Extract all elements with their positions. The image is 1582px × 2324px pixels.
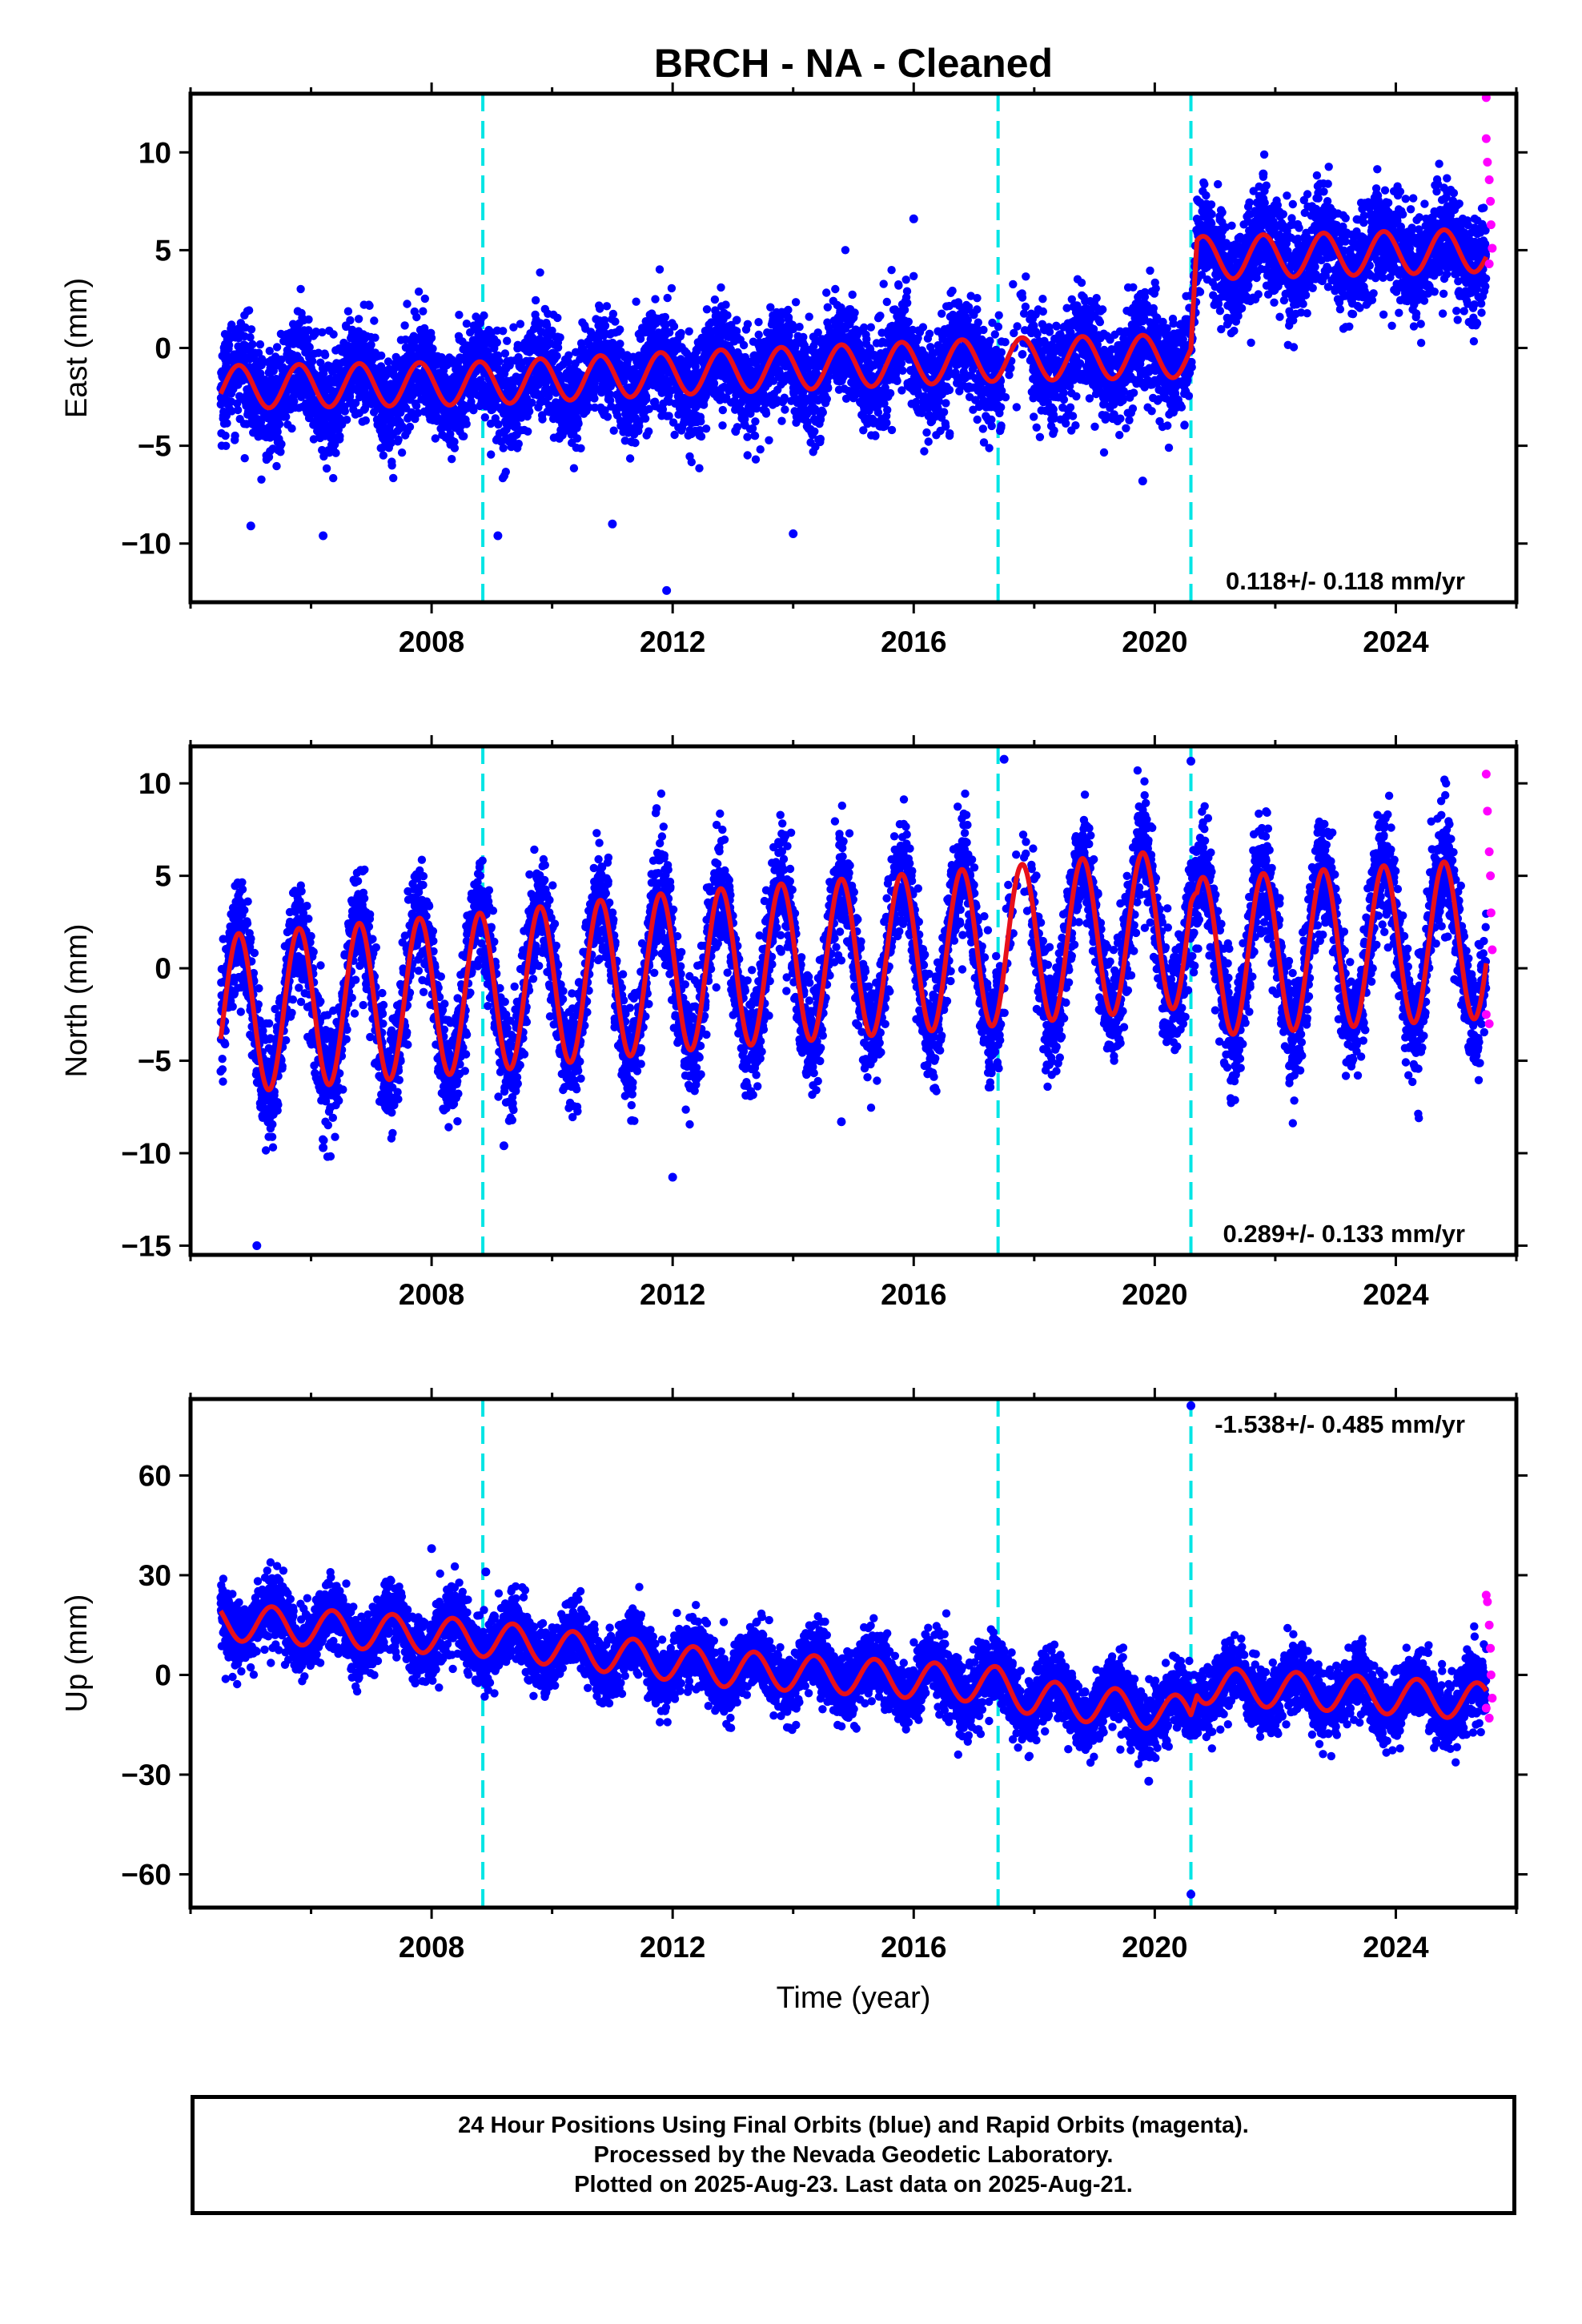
east-rapid-point-5: [1486, 196, 1496, 206]
east-rapid-point-3: [1483, 157, 1492, 167]
up-ytick-label: −60: [121, 1858, 171, 1891]
panel-east: −10 −5 0 5 10 2008 2012 2016 2020 2024 East (mm) 0.…: [60, 82, 1528, 658]
footer-box: 24 Hour Positions Using Final Orbits (bl…: [191, 2095, 1516, 2215]
east-rapid-point-8: [1484, 259, 1494, 268]
up-rapid-point-4: [1486, 1643, 1496, 1653]
north-plot-frame: [188, 744, 1519, 1257]
east-rapid-point-1: [1481, 94, 1491, 103]
north-xtick-label-2016: 2016: [881, 1278, 946, 1311]
north-xtick-label-2020: 2020: [1122, 1278, 1187, 1311]
east-rapid-point-2: [1481, 134, 1491, 143]
north-rapid-point-8: [1484, 1019, 1494, 1028]
up-rapid-point-3: [1484, 1620, 1494, 1630]
north-y-axis-label: North (mm): [60, 923, 94, 1077]
panel-north: −15 −10 −5 0 5 10 2008 2012 2016 2020 2024 North (m…: [60, 735, 1528, 1311]
east-ytick-label: −5: [138, 430, 171, 463]
east-model-fit-line: [218, 227, 1489, 411]
north-rapid-orbits-points: [1481, 770, 1497, 1028]
footer-line-plotted: Plotted on 2025-Aug-23. Last data on 202…: [574, 2170, 1133, 2200]
north-data-layer: [216, 746, 1497, 1255]
up-rapid-point-5: [1486, 1670, 1496, 1679]
east-rapid-orbits-points: [1481, 94, 1497, 268]
up-rapid-point-7: [1481, 1703, 1491, 1713]
east-xtick-label-2016: 2016: [881, 625, 946, 658]
up-xtick-label-2012: 2012: [640, 1931, 705, 1964]
east-y-axis-label: East (mm): [60, 278, 94, 418]
east-rapid-point-7: [1488, 243, 1497, 253]
up-x-axis-label: Time (year): [777, 1981, 931, 2015]
north-rate-label: 0.289+/- 0.133 mm/yr: [1223, 1220, 1465, 1248]
up-xtick-label-2020: 2020: [1122, 1931, 1187, 1964]
chart-title: BRCH - NA - Cleaned: [654, 41, 1053, 86]
up-y-axis-label: Up (mm): [60, 1594, 94, 1713]
north-ytick-label: 10: [139, 767, 171, 800]
up-xtick-label-2008: 2008: [399, 1931, 464, 1964]
east-rapid-point-6: [1486, 220, 1496, 230]
panel-up: −60 −30 0 30 60 2008 2012 2016 2020 2024 Up (mm) -1…: [60, 1388, 1528, 2015]
north-ytick-label: −5: [138, 1045, 171, 1078]
up-rapid-point-8: [1484, 1713, 1494, 1723]
north-rapid-point-6: [1488, 945, 1497, 955]
north-model-fit-line: [218, 850, 1489, 1092]
north-xtick-label-2008: 2008: [399, 1278, 464, 1311]
north-rapid-point-3: [1484, 847, 1494, 857]
east-ytick-label: 0: [155, 332, 171, 365]
north-ytick-label: 5: [155, 860, 171, 893]
up-xtick-label-2016: 2016: [881, 1931, 946, 1964]
up-ytick-label: 30: [139, 1559, 171, 1592]
north-rapid-point-5: [1486, 908, 1496, 918]
east-xtick-label-2020: 2020: [1122, 625, 1187, 658]
east-ytick-label: −10: [121, 528, 171, 561]
east-xtick-label-2024: 2024: [1363, 625, 1429, 658]
north-rapid-point-1: [1481, 770, 1491, 779]
east-xtick-label-2012: 2012: [640, 625, 705, 658]
east-ytick-label: 10: [139, 136, 171, 169]
north-rapid-point-7: [1481, 1010, 1491, 1019]
east-ytick-label: 5: [155, 234, 171, 267]
east-data-layer: [216, 94, 1497, 602]
up-ytick-label: −30: [121, 1759, 171, 1791]
up-data-layer: [216, 1399, 1497, 1908]
up-rapid-point-1: [1481, 1590, 1491, 1600]
north-ytick-label: −15: [121, 1229, 171, 1262]
north-ytick-label: 0: [155, 952, 171, 985]
north-ytick-label: −10: [121, 1137, 171, 1170]
footer-line-processed: Processed by the Nevada Geodetic Laborat…: [594, 2141, 1114, 2170]
up-ytick-label: 60: [139, 1459, 171, 1492]
east-rapid-point-4: [1484, 175, 1494, 184]
east-xtick-label-2008: 2008: [399, 625, 464, 658]
up-model-fit-line: [219, 1604, 1488, 1731]
up-rate-label: -1.538+/- 0.485 mm/yr: [1215, 1410, 1465, 1438]
up-rapid-orbits-points: [1481, 1590, 1497, 1723]
north-xtick-label-2024: 2024: [1363, 1278, 1429, 1311]
north-rapid-point-2: [1483, 806, 1492, 816]
up-plot-frame: [188, 1397, 1519, 1910]
up-rapid-point-2: [1483, 1597, 1492, 1606]
footer-line-orbits: 24 Hour Positions Using Final Orbits (bl…: [458, 2111, 1249, 2141]
up-xtick-label-2024: 2024: [1363, 1931, 1429, 1964]
up-ytick-label: 0: [155, 1659, 171, 1691]
up-rapid-point-6: [1488, 1694, 1497, 1703]
east-rate-label: 0.118+/- 0.118 mm/yr: [1226, 567, 1465, 595]
north-xtick-label-2012: 2012: [640, 1278, 705, 1311]
up-final-orbits-points: [216, 1401, 1491, 1899]
north-rapid-point-4: [1486, 871, 1496, 881]
